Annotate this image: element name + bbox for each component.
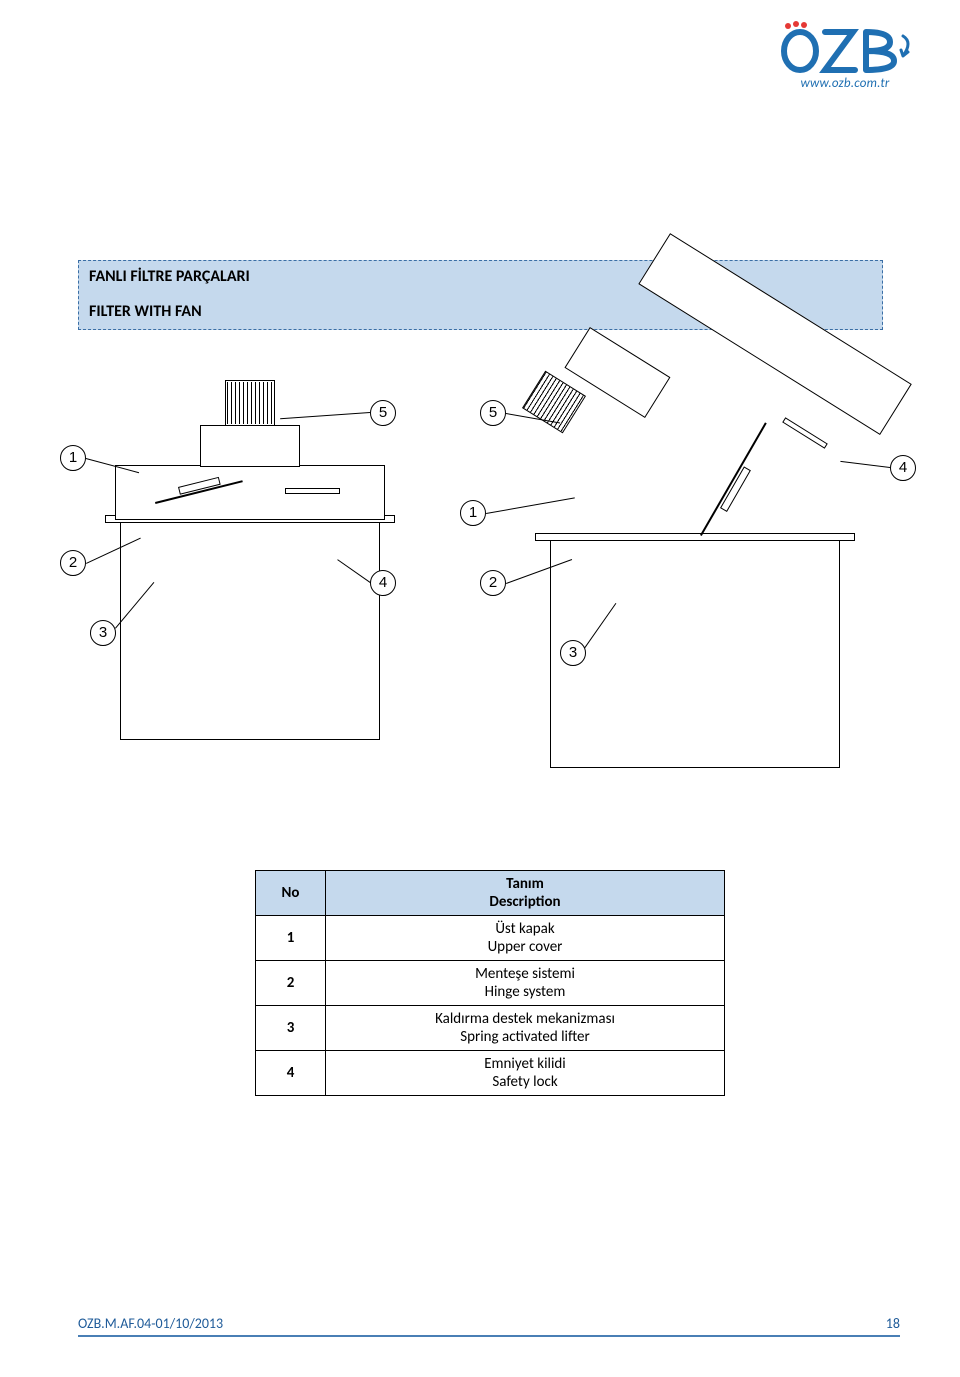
callout-4: 4 [370, 570, 396, 596]
row-desc: Kaldırma destek mekanizmasıSpring activa… [326, 1006, 725, 1051]
page-footer: OZB.M.AF.04-01/10/2013 18 [78, 1315, 900, 1337]
row-desc: Emniyet kilidiSafety lock [326, 1051, 725, 1096]
callout-2: 2 [60, 550, 86, 576]
th-desc: Tanım Description [326, 871, 725, 916]
table-row: 3Kaldırma destek mekanizmasıSpring activ… [256, 1006, 725, 1051]
th-no: No [256, 871, 326, 916]
doc-ref: OZB.M.AF.04-01/10/2013 [78, 1315, 223, 1332]
row-no: 4 [256, 1051, 326, 1096]
parts-tbody: 1Üst kapakUpper cover2Menteşe sistemiHin… [256, 916, 725, 1096]
brand-url: www.ozb.com.tr [770, 76, 920, 91]
th-desc-en: Description [334, 893, 716, 911]
callout-1: 1 [60, 445, 86, 471]
ozb-logo-icon [770, 18, 920, 78]
table-row: 2Menteşe sistemiHinge system [256, 961, 725, 1006]
callout-4: 4 [890, 455, 916, 481]
callout-5: 5 [370, 400, 396, 426]
th-desc-tr: Tanım [334, 875, 716, 893]
table-row: 4Emniyet kilidiSafety lock [256, 1051, 725, 1096]
diagram-area: 1 2 3 4 5 5 1 2 3 4 [60, 370, 930, 790]
callout-3: 3 [90, 620, 116, 646]
brand-logo: www.ozb.com.tr [770, 18, 920, 91]
title-tr: FANLI FİLTRE PARÇALARI [89, 267, 872, 286]
row-no: 2 [256, 961, 326, 1006]
table-row: 1Üst kapakUpper cover [256, 916, 725, 961]
callout-3: 3 [560, 640, 586, 666]
row-desc: Menteşe sistemiHinge system [326, 961, 725, 1006]
callout-5: 5 [480, 400, 506, 426]
row-no: 3 [256, 1006, 326, 1051]
page-number: 18 [886, 1315, 900, 1332]
parts-table: No Tanım Description 1Üst kapakUpper cov… [255, 870, 725, 1096]
callout-2: 2 [480, 570, 506, 596]
callout-1: 1 [460, 500, 486, 526]
row-no: 1 [256, 916, 326, 961]
row-desc: Üst kapakUpper cover [326, 916, 725, 961]
